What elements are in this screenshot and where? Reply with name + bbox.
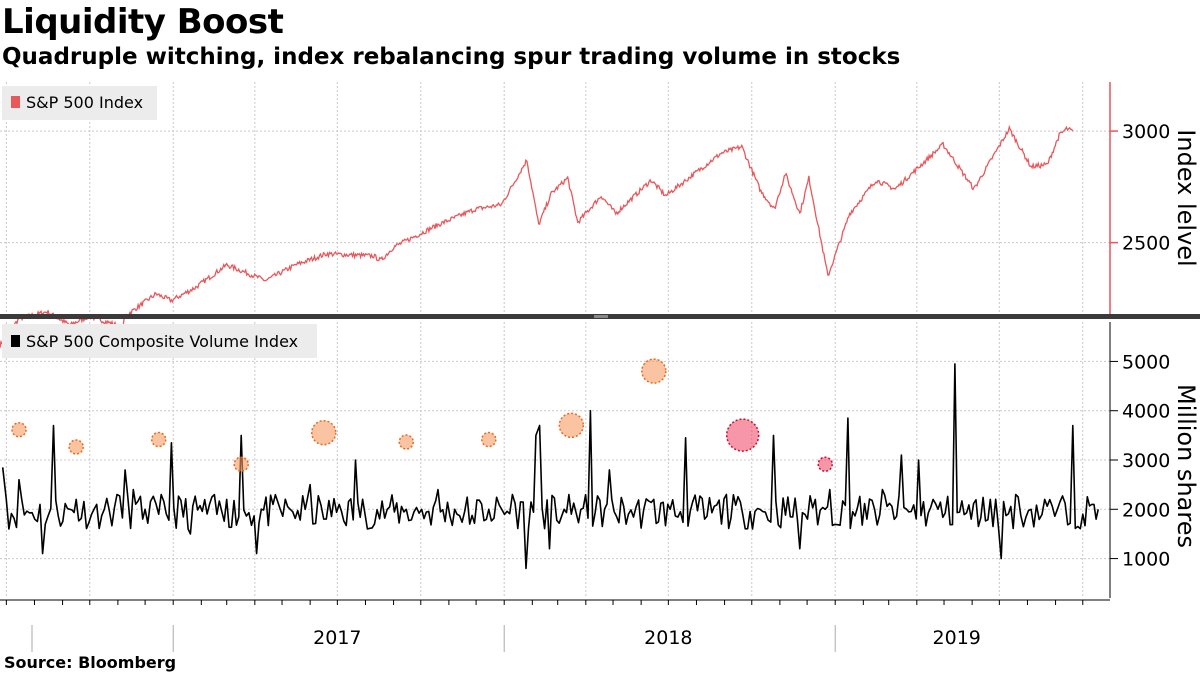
volume-legend (2, 324, 317, 358)
index-axis-title: Index lelvel (1172, 129, 1200, 266)
chart-subtitle: Quadruple witching, index rebalancing sp… (2, 44, 901, 70)
volume-axis-tick-label: 5000 (1122, 351, 1170, 373)
x-axis-year-label: 2017 (313, 627, 361, 649)
volume-axis-tick-label: 2000 (1122, 499, 1170, 521)
x-axis-month-ticks (5, 600, 1084, 605)
chart-source: Source: Bloomberg (4, 653, 177, 672)
volume-legend-box (2, 324, 317, 358)
spike-highlight-circle (641, 358, 667, 384)
chart-title: Liquidity Boost (2, 2, 284, 42)
index-axis-tick-label: 3000 (1122, 121, 1170, 143)
x-axis-year-label: 2018 (644, 627, 692, 649)
volume-axis-tick-label: 1000 (1122, 549, 1170, 571)
spike-highlight-circle (11, 421, 27, 438)
spike-highlights (11, 358, 833, 472)
spike-highlight-circle (150, 431, 167, 448)
panel-separator-grip (594, 315, 608, 318)
spike-highlight-circle (481, 431, 497, 448)
volume-axis-tick-label: 4000 (1122, 401, 1170, 423)
volume-legend-swatch (11, 335, 20, 347)
x-axis-year-label: 2019 (933, 627, 981, 649)
spike-highlight-circle (558, 412, 585, 439)
sp500-index-line (0, 124, 1074, 348)
volume-line (1, 363, 1099, 570)
index-legend (2, 86, 157, 120)
index-legend-label: S&P 500 Index (26, 93, 143, 112)
index-axis-tick-label: 2500 (1122, 233, 1170, 255)
spike-highlight-circle (398, 434, 415, 450)
spike-highlight-circle (817, 456, 833, 472)
index-legend-swatch (11, 96, 20, 108)
spike-highlight-circle (233, 456, 249, 472)
spike-highlight-circle (68, 439, 84, 455)
index-legend-box (2, 86, 157, 120)
volume-legend-label: S&P 500 Composite Volume Index (26, 332, 298, 351)
vertical-gridlines (0, 82, 1110, 598)
volume-axis-title: Million shares (1172, 384, 1200, 548)
spike-highlight-circle (310, 419, 337, 446)
volume-axis-tick-label: 3000 (1122, 450, 1170, 472)
spike-highlight-circle (725, 418, 760, 452)
